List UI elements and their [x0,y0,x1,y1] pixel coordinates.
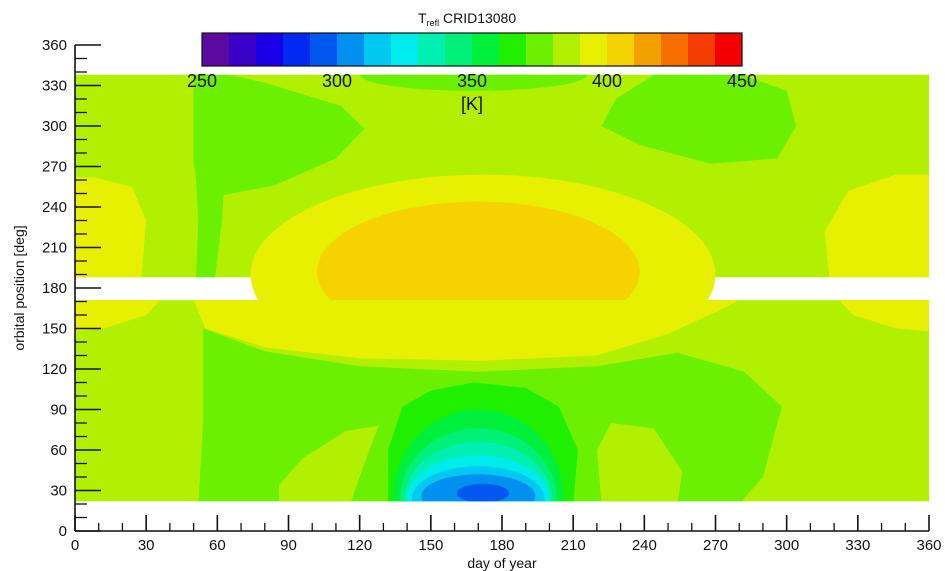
region-lower-left-pocket [279,425,379,502]
colorbar-swatch [661,33,689,66]
region-lower-right-pocket [596,423,683,502]
region-upper-right-cool-lobe [601,74,797,164]
colorbar-tick-label: 450 [727,71,757,91]
y-tick-label: 270 [42,159,67,176]
chart-title-subscript: refl [427,18,440,28]
y-tick-label: 30 [50,483,67,500]
x-axis-title: day of year [467,555,537,571]
y-tick-label: 210 [42,240,67,257]
colorbar-swatch [283,33,311,66]
region-upper-center-core [317,201,640,303]
chart-title-main: T [418,10,427,26]
y-tick-label: 60 [50,442,67,459]
heatmap-area [75,74,929,502]
x-tick-label: 360 [916,537,941,554]
colorbar-swatch [526,33,554,66]
colorbar-swatch [715,33,743,66]
region-upper-left-warm [75,177,147,278]
colorbar-swatch [418,33,446,66]
colorbar-swatch [256,33,284,66]
x-tick-label: 300 [774,537,799,554]
y-tick-label: 300 [42,118,67,135]
region-lower-left-warm [75,300,161,332]
x-tick-label: 270 [703,537,728,554]
colorbar-swatch [364,33,392,66]
y-tick-label: 120 [42,361,67,378]
y-axis-title: orbital position [deg] [11,225,27,350]
colorbar-swatch [472,33,500,66]
colorbar-tick-label: 350 [457,71,487,91]
x-tick-label: 60 [209,537,226,554]
colorbar-swatch [607,33,635,66]
lower-band [75,300,929,502]
region-lower-right-warm [838,300,929,332]
x-tick-label: 240 [632,537,657,554]
x-tick-label: 90 [280,537,297,554]
x-tick-label: 0 [71,537,79,554]
y-tick-label: 180 [42,280,67,297]
colorbar-swatch [391,33,419,66]
x-tick-label: 210 [561,537,586,554]
colorbar-frame [201,32,743,67]
colorbar-swatch [202,33,230,66]
y-tick-label: 90 [50,402,67,419]
chart-title-suffix: CRID13080 [439,10,516,26]
colorbar-swatch [688,33,716,66]
y-tick-label: 360 [42,37,67,54]
x-tick-label: 330 [845,537,870,554]
colorbar-swatch [445,33,473,66]
plot-axes: 0 30 60 90 120 150 180 210 240 270 300 330 360 0 30 60 9… [42,37,942,554]
x-tick-label: 120 [347,537,372,554]
colorbar-tick-label: 250 [187,71,217,91]
colorbar-swatch [553,33,581,66]
colorbar-swatch [580,33,608,66]
x-tick-label: 180 [489,537,514,554]
region-lower-center-warm [193,300,740,361]
y-tick-label: 240 [42,199,67,216]
y-tick-label: 150 [42,321,67,338]
colorbar-swatch [229,33,257,66]
colorbar-swatch [499,33,527,66]
colorbar-swatch [337,33,365,66]
colorbar-tick-label: 300 [322,71,352,91]
colorbar-tick-label: 400 [592,71,622,91]
x-tick-label: 30 [138,537,155,554]
y-tick-label: 330 [42,78,67,95]
colorbar-swatch [310,33,338,66]
region-upper-right-warm [824,174,929,278]
x-tick-label: 150 [418,537,443,554]
region-cold-spot-core [456,483,510,502]
region-upper-left-cool-lobe [193,74,365,197]
colorbar-swatch [634,33,662,66]
colorbar: 250 300 350 400 450 [187,32,757,91]
upper-band [75,74,929,303]
region-upper-center-cool-lobe [359,74,588,91]
y-tick-label: 0 [59,523,67,540]
chart-title: Trefl CRID13080 [418,10,516,28]
colorbar-unit-label: [K] [461,94,483,114]
